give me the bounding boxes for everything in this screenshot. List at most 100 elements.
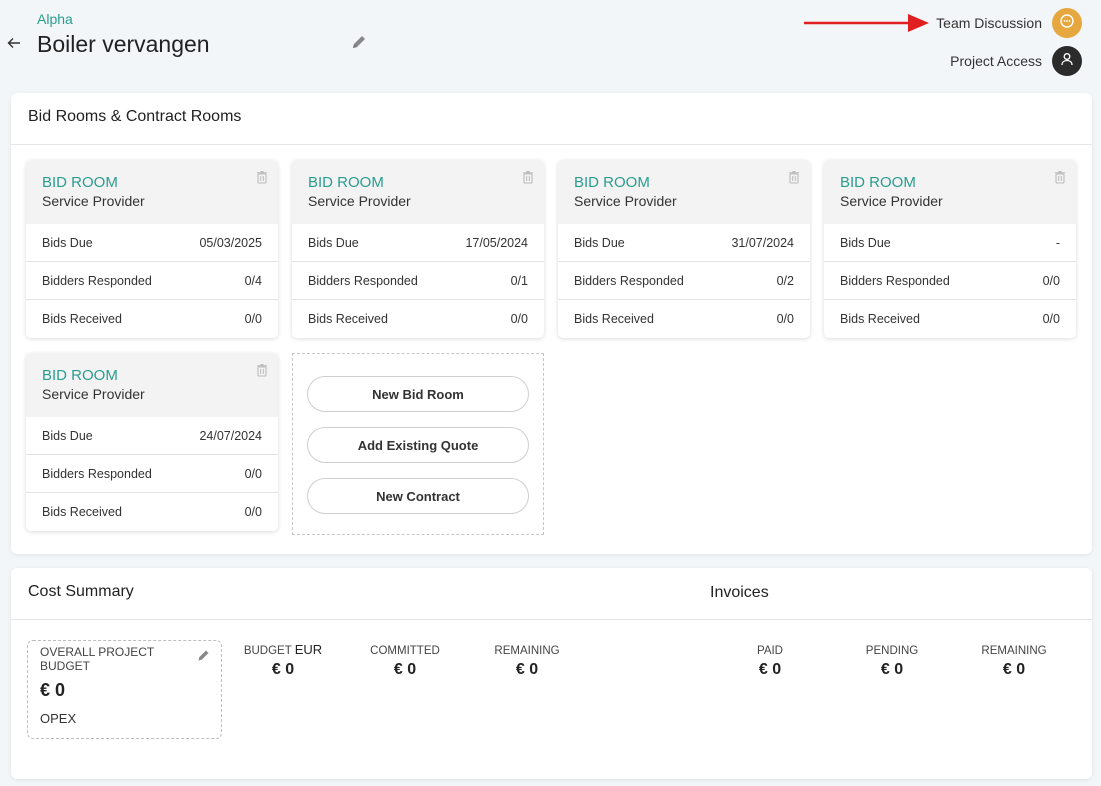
bid-rooms-panel: Bid Rooms & Contract Rooms BID ROOM Serv… bbox=[11, 93, 1092, 554]
new-bid-room-button[interactable]: New Bid Room bbox=[307, 376, 529, 412]
card-row: Bids Received 0/0 bbox=[558, 300, 810, 338]
card-row-label: Bids Due bbox=[42, 428, 93, 443]
project-parent-link[interactable]: Alpha bbox=[37, 11, 73, 27]
card-row-value: 0/0 bbox=[510, 312, 528, 326]
card-row: Bids Due 17/05/2024 bbox=[292, 224, 544, 262]
card-row-value: 24/07/2024 bbox=[199, 428, 262, 443]
stat-value: € 0 bbox=[393, 661, 417, 678]
cost-stat: COMMITTED € 0 bbox=[345, 642, 465, 679]
annotation-arrow bbox=[804, 14, 929, 32]
card-row: Bids Due 31/07/2024 bbox=[558, 224, 810, 262]
card-row-label: Bids Due bbox=[840, 235, 891, 250]
budget-box-type: OPEX bbox=[40, 711, 77, 726]
card-header: BID ROOM Service Provider bbox=[26, 160, 278, 224]
card-row: Bids Due 05/03/2025 bbox=[26, 224, 278, 262]
bid-room-card[interactable]: BID ROOM Service Provider Bids Due 05/03… bbox=[26, 160, 278, 338]
trash-icon[interactable] bbox=[788, 170, 800, 184]
bid-room-card[interactable]: BID ROOM Service Provider Bids Due - Bid… bbox=[824, 160, 1076, 338]
room-actions-box: New Bid Room Add Existing Quote New Cont… bbox=[292, 353, 544, 535]
card-role: Service Provider bbox=[574, 193, 677, 209]
card-row: Bidders Responded 0/4 bbox=[26, 262, 278, 300]
card-row-label: Bids Due bbox=[42, 235, 93, 250]
invoices-title: Invoices bbox=[710, 584, 769, 601]
cost-stat: REMAINING € 0 bbox=[954, 642, 1074, 679]
bid-room-card[interactable]: BID ROOM Service Provider Bids Due 24/07… bbox=[26, 353, 278, 531]
card-row-label: Bidders Responded bbox=[574, 273, 684, 288]
card-header: BID ROOM Service Provider bbox=[824, 160, 1076, 224]
cost-stat: PENDING € 0 bbox=[832, 642, 952, 679]
stat-value: € 0 bbox=[758, 661, 782, 678]
card-row-label: Bids Received bbox=[42, 505, 122, 519]
new-contract-button[interactable]: New Contract bbox=[307, 478, 529, 514]
stat-label: PAID bbox=[757, 645, 783, 657]
trash-icon[interactable] bbox=[1054, 170, 1066, 184]
project-access-link[interactable]: Project Access bbox=[950, 53, 1042, 69]
card-row: Bids Received 0/0 bbox=[292, 300, 544, 338]
project-title: Boiler vervangen bbox=[37, 31, 210, 57]
card-row-value: 0/2 bbox=[776, 273, 794, 288]
card-row-label: Bids Received bbox=[42, 312, 122, 326]
user-icon bbox=[1059, 51, 1075, 72]
overall-budget-box[interactable]: OVERALL PROJECT BUDGET € 0 OPEX bbox=[27, 640, 222, 739]
card-header: BID ROOM Service Provider bbox=[558, 160, 810, 224]
card-row-label: Bidders Responded bbox=[308, 273, 418, 288]
stat-value: € 0 bbox=[1002, 661, 1026, 678]
card-role: Service Provider bbox=[840, 193, 943, 209]
stat-value: € 0 bbox=[515, 661, 539, 678]
card-row-value: 0/0 bbox=[244, 312, 262, 326]
stat-value: € 0 bbox=[271, 661, 295, 678]
cost-summary-title: Cost Summary bbox=[11, 568, 1092, 620]
card-header: BID ROOM Service Provider bbox=[292, 160, 544, 224]
card-row-value: 0/0 bbox=[776, 312, 794, 326]
trash-icon[interactable] bbox=[522, 170, 534, 184]
card-type: BID ROOM bbox=[840, 174, 916, 191]
card-header: BID ROOM Service Provider bbox=[26, 353, 278, 417]
card-row-label: Bidders Responded bbox=[840, 273, 950, 288]
card-row-value: 0/1 bbox=[510, 273, 528, 288]
card-row: Bidders Responded 0/0 bbox=[824, 262, 1076, 300]
card-role: Service Provider bbox=[42, 386, 145, 402]
card-row-label: Bids Received bbox=[840, 312, 920, 326]
card-row-label: Bidders Responded bbox=[42, 273, 152, 288]
edit-pencil-icon[interactable] bbox=[196, 648, 211, 663]
stat-label: PENDING bbox=[865, 645, 919, 657]
budget-box-value: € 0 bbox=[40, 680, 66, 700]
card-row-value: 05/03/2025 bbox=[199, 235, 262, 250]
stat-value: € 0 bbox=[880, 661, 904, 678]
card-row-value: 0/0 bbox=[1042, 273, 1060, 288]
card-role: Service Provider bbox=[42, 193, 145, 209]
card-row-label: Bidders Responded bbox=[42, 466, 152, 481]
cost-summary-panel: Cost Summary Invoices OVERALL PROJECT BU… bbox=[11, 568, 1092, 779]
cost-stat: REMAINING € 0 bbox=[467, 642, 587, 679]
card-type: BID ROOM bbox=[42, 174, 118, 191]
card-row-value: 31/07/2024 bbox=[731, 235, 794, 250]
trash-icon[interactable] bbox=[256, 363, 268, 377]
bid-room-card[interactable]: BID ROOM Service Provider Bids Due 17/05… bbox=[292, 160, 544, 338]
card-row-value: 0/4 bbox=[244, 273, 262, 288]
card-row-label: Bids Received bbox=[574, 312, 654, 326]
card-row: Bids Received 0/0 bbox=[26, 493, 278, 531]
cost-stat: BUDGET EUR € 0 bbox=[223, 642, 343, 679]
stat-label: REMAINING bbox=[981, 645, 1047, 657]
card-type: BID ROOM bbox=[574, 174, 650, 191]
bid-room-card[interactable]: BID ROOM Service Provider Bids Due 31/07… bbox=[558, 160, 810, 338]
back-arrow-icon[interactable] bbox=[7, 36, 23, 52]
chat-bubble-icon bbox=[1059, 13, 1075, 34]
card-row: Bids Due 24/07/2024 bbox=[26, 417, 278, 455]
team-discussion-link[interactable]: Team Discussion bbox=[936, 15, 1042, 31]
add-existing-quote-button[interactable]: Add Existing Quote bbox=[307, 427, 529, 463]
card-row-value: 0/0 bbox=[244, 505, 262, 519]
team-discussion-button[interactable] bbox=[1052, 8, 1082, 38]
card-row: Bidders Responded 0/0 bbox=[26, 455, 278, 493]
card-row-label: Bids Due bbox=[574, 235, 625, 250]
card-row: Bids Received 0/0 bbox=[26, 300, 278, 338]
trash-icon[interactable] bbox=[256, 170, 268, 184]
edit-pencil-icon[interactable] bbox=[350, 33, 368, 51]
stat-label: REMAINING bbox=[494, 645, 560, 657]
stat-label: BUDGET EUR bbox=[243, 642, 323, 657]
card-row: Bids Due - bbox=[824, 224, 1076, 262]
bid-rooms-title: Bid Rooms & Contract Rooms bbox=[11, 93, 1092, 145]
project-access-button[interactable] bbox=[1052, 46, 1082, 76]
card-role: Service Provider bbox=[308, 193, 411, 209]
card-row-value: 0/0 bbox=[244, 466, 262, 481]
